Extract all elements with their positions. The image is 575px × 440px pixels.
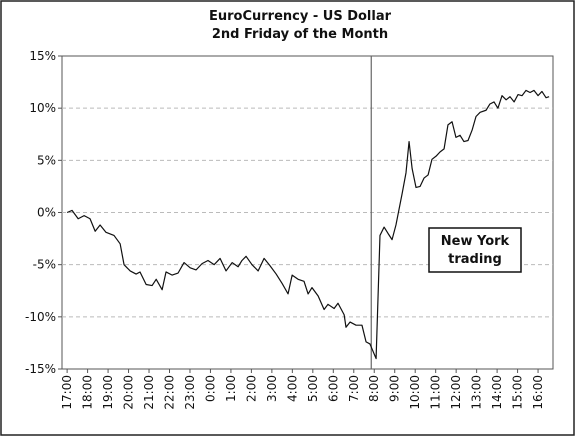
x-tick-label: 9:00 <box>388 375 402 402</box>
x-tick-label: 5:00 <box>306 375 320 402</box>
x-tick-label: 0:00 <box>203 375 217 402</box>
annotation-text: New York <box>441 234 510 249</box>
annotation-box <box>428 227 522 273</box>
x-tick-label: 13:00 <box>470 375 484 410</box>
x-tick-label: 4:00 <box>285 375 299 402</box>
x-tick-label: 11:00 <box>429 375 443 410</box>
annotation-text: trading <box>448 252 502 267</box>
x-tick-label: 20:00 <box>122 375 136 410</box>
x-tick-label: 12:00 <box>449 375 463 410</box>
y-tick-label: -15% <box>25 362 56 376</box>
x-tick-label: 1:00 <box>224 375 238 402</box>
chart-subtitle: 2nd Friday of the Month <box>212 27 388 42</box>
x-tick-label: 7:00 <box>347 375 361 402</box>
x-tick-label: 8:00 <box>367 375 381 402</box>
x-tick-label: 18:00 <box>81 375 95 410</box>
x-tick-label: 23:00 <box>183 375 197 410</box>
x-tick-label: 2:00 <box>244 375 258 402</box>
price-line <box>66 89 550 360</box>
x-tick-label: 16:00 <box>531 375 545 410</box>
x-tick-label: 3:00 <box>265 375 279 402</box>
chart-title: EuroCurrency - US Dollar <box>209 9 392 24</box>
x-tick-label: 15:00 <box>511 375 525 410</box>
x-tick-label: 19:00 <box>101 375 115 410</box>
y-tick-label: 5% <box>37 153 56 167</box>
y-tick-label: 10% <box>29 101 56 115</box>
y-tick-label: 15% <box>29 49 56 63</box>
x-tick-label: 10:00 <box>408 375 422 410</box>
annotation: New York trading <box>428 227 522 273</box>
x-tick-label: 22:00 <box>162 375 176 410</box>
y-tick-label: -10% <box>25 310 56 324</box>
x-tick-label: 21:00 <box>142 375 156 410</box>
x-tick-label: 6:00 <box>326 375 340 402</box>
x-tick-label: 17:00 <box>60 375 74 410</box>
y-tick-label: 0% <box>37 206 56 220</box>
y-tick-label: -5% <box>33 258 56 272</box>
x-tick-label: 14:00 <box>490 375 504 410</box>
